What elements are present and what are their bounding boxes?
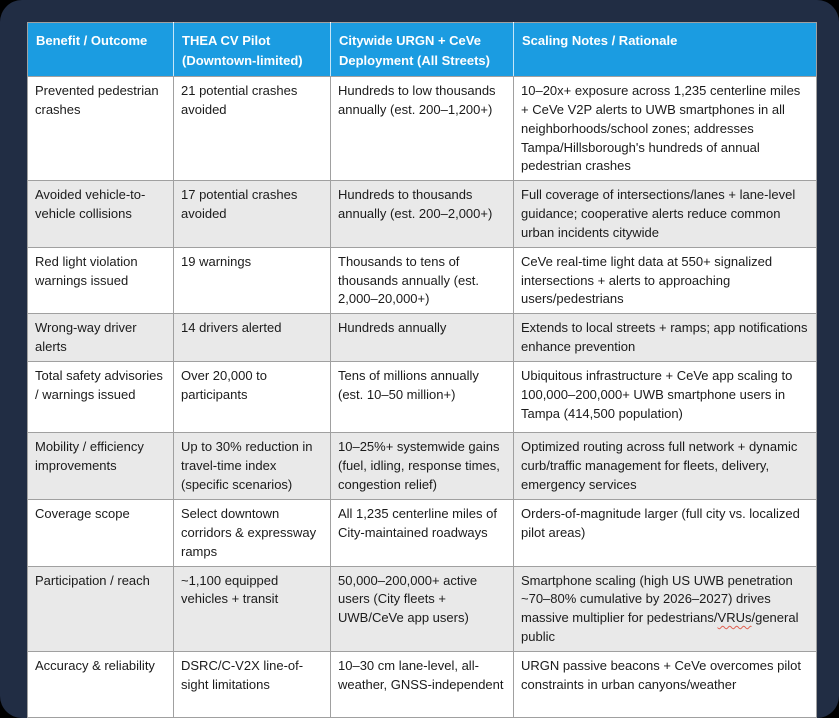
cell-benefit: Mobility / efficiency improvements — [27, 431, 174, 500]
cell-notes: CeVe real-time light data at 550+ signal… — [513, 246, 817, 315]
cell-pilot: 19 warnings — [173, 246, 331, 315]
cell-benefit: Prevented pedestrian crashes — [27, 75, 174, 182]
table-row: Avoided vehicle-to-vehicle collisions 17 … — [27, 180, 817, 248]
table-row: Accuracy & reliability DSRC/C-V2X line-of… — [27, 650, 817, 718]
table-row: Total safety advisories / warnings issue… — [27, 360, 817, 433]
cell-pilot: DSRC/C-V2X line-of-sight limitations — [173, 650, 331, 718]
cell-citywide: Hundreds to low thousands annually (est.… — [330, 75, 514, 182]
cell-pilot: Up to 30% reduction in travel-time index… — [173, 431, 331, 500]
table-row: Red light violation warnings issued 19 wa… — [27, 246, 817, 315]
cell-benefit: Coverage scope — [27, 498, 174, 567]
cell-citywide: 10–25%+ systemwide gains (fuel, idling, … — [330, 431, 514, 500]
cell-notes: Full coverage of intersections/lanes + l… — [513, 180, 817, 248]
cell-notes: 10–20x+ exposure across 1,235 centerline… — [513, 75, 817, 182]
cell-benefit: Red light violation warnings issued — [27, 246, 174, 315]
cell-notes: Orders-of-magnitude larger (full city vs… — [513, 498, 817, 567]
table-row: Participation / reach ~1,100 equipped veh… — [27, 565, 817, 652]
cell-citywide: Hundreds to thousands annually (est. 200… — [330, 180, 514, 248]
column-header-notes: Scaling Notes / Rationale — [513, 22, 817, 77]
table-row: Coverage scope Select downtown corridors … — [27, 498, 817, 567]
column-header-pilot: THEA CV Pilot (Downtown-limited) — [173, 22, 331, 77]
cell-benefit: Avoided vehicle-to-vehicle collisions — [27, 180, 174, 248]
cell-pilot: Over 20,000 to participants — [173, 360, 331, 433]
table-row: Wrong-way driver alerts 14 drivers alerte… — [27, 313, 817, 362]
cell-citywide: 10–30 cm lane-level, all-weather, GNSS-i… — [330, 650, 514, 718]
header-row: Benefit / Outcome THEA CV Pilot (Downtow… — [27, 22, 817, 77]
cell-citywide: Tens of millions annually (est. 10–50 mi… — [330, 360, 514, 433]
cell-citywide: All 1,235 centerline miles of City-maint… — [330, 498, 514, 567]
table-body: Prevented pedestrian crashes 21 potential… — [27, 75, 817, 718]
cell-benefit: Accuracy & reliability — [27, 650, 174, 718]
cell-notes: URGN passive beacons + CeVe overcomes pi… — [513, 650, 817, 718]
column-header-citywide: Citywide URGN + CeVe Deployment (All Str… — [330, 22, 514, 77]
table-row: Prevented pedestrian crashes 21 potential… — [27, 75, 817, 182]
cell-citywide: Thousands to tens of thousands annually … — [330, 246, 514, 315]
cell-pilot: ~1,100 equipped vehicles + transit — [173, 565, 331, 652]
cell-pilot: 21 potential crashes avoided — [173, 75, 331, 182]
cell-citywide: 50,000–200,000+ active users (City fleet… — [330, 565, 514, 652]
cell-pilot: Select downtown corridors & expressway r… — [173, 498, 331, 567]
cell-notes: Optimized routing across full network + … — [513, 431, 817, 500]
cell-notes: Extends to local streets + ramps; app no… — [513, 313, 817, 362]
cell-pilot: 17 potential crashes avoided — [173, 180, 331, 248]
table-row: Mobility / efficiency improvements Up to … — [27, 431, 817, 500]
cell-citywide: Hundreds annually — [330, 313, 514, 362]
comparison-table: Benefit / Outcome THEA CV Pilot (Downtow… — [27, 22, 817, 718]
spellcheck-underline: VRUs — [717, 610, 752, 626]
column-header-benefit: Benefit / Outcome — [27, 22, 174, 77]
cell-notes: Smartphone scaling (high US UWB penetrat… — [513, 565, 817, 652]
cell-notes: Ubiquitous infrastructure + CeVe app sca… — [513, 360, 817, 433]
cell-benefit: Participation / reach — [27, 565, 174, 652]
cell-benefit: Wrong-way driver alerts — [27, 313, 174, 362]
cell-benefit: Total safety advisories / warnings issue… — [27, 360, 174, 433]
cell-pilot: 14 drivers alerted — [173, 313, 331, 362]
